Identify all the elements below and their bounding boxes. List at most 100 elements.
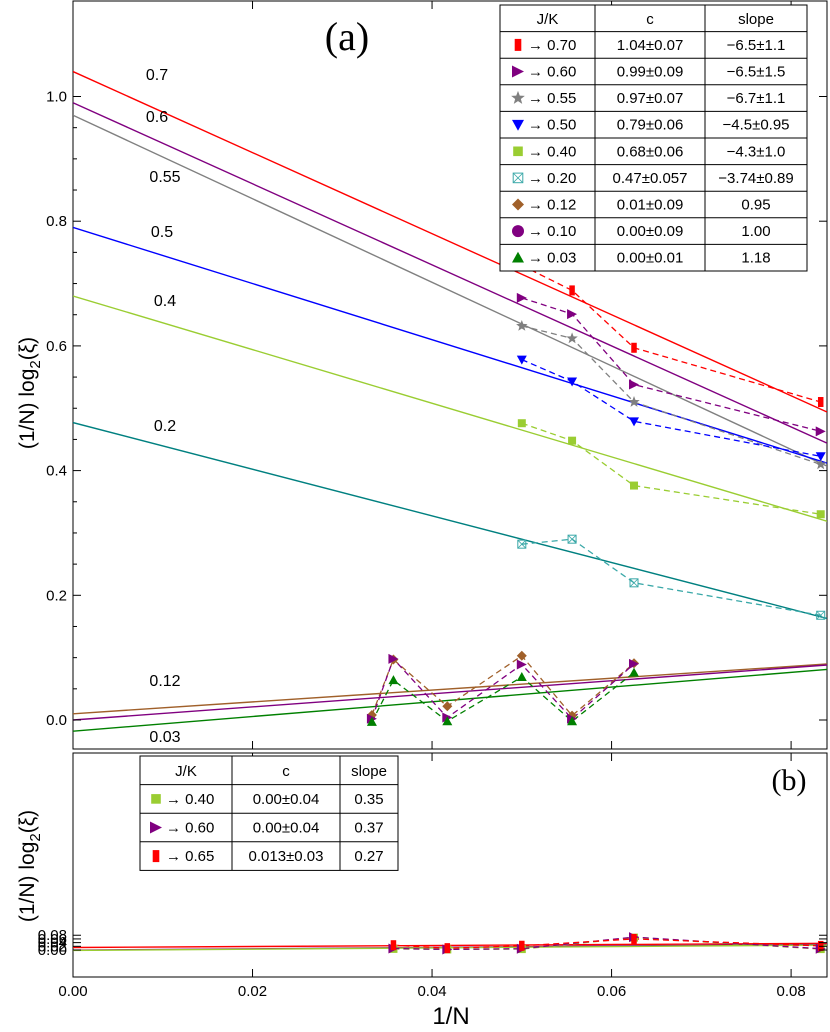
legend-b-header: J/K bbox=[175, 763, 197, 780]
marker-shape bbox=[512, 198, 524, 211]
marker-shape bbox=[629, 379, 640, 390]
x-tick-label: 0.02 bbox=[238, 983, 267, 1000]
data-point-0.55-0 bbox=[516, 319, 528, 331]
marker-shape bbox=[444, 943, 451, 954]
legend-b-c: 0.00±0.04 bbox=[253, 791, 320, 808]
data-point-0.55-2 bbox=[628, 396, 640, 407]
x-tick-label: 0.04 bbox=[417, 983, 446, 1000]
fit-line-6 bbox=[73, 663, 827, 715]
legend-a-slope: −6.7±1.1 bbox=[727, 90, 786, 107]
legend-b-jk: → 0.65 bbox=[166, 848, 214, 865]
legend-a-c: 0.79±0.06 bbox=[617, 117, 684, 134]
marker-shape bbox=[442, 701, 453, 712]
legend-table-a: J/K c slope → 0.70 1.04±0.07 −6.5±1.1 → 0.60 0.… bbox=[499, 4, 808, 272]
y-tick-label-b: 0.08 bbox=[38, 927, 67, 944]
legend-a-jk: → 0.60 bbox=[528, 64, 576, 81]
marker-shape bbox=[629, 667, 640, 677]
series-line-0.10 bbox=[371, 657, 635, 720]
data-point-0.10-1 bbox=[388, 653, 399, 664]
data-point-0.12-2 bbox=[442, 701, 453, 712]
panel-b-label: (b) bbox=[772, 764, 807, 797]
marker-shape bbox=[630, 481, 639, 490]
data-point-b-0.65-1 bbox=[444, 943, 451, 954]
y-tick-label-a: 0.0 bbox=[46, 712, 67, 729]
fit-label-0.5: 0.5 bbox=[151, 224, 173, 241]
marker-shape bbox=[151, 794, 161, 804]
legend-a-jk: → 0.50 bbox=[528, 117, 576, 134]
panel-a-lines bbox=[73, 70, 827, 732]
data-point-0.20-1 bbox=[567, 534, 577, 544]
legend-a-marker bbox=[512, 198, 524, 211]
x-axis-label: 1/N bbox=[432, 1003, 469, 1030]
series-line-0.20 bbox=[521, 538, 821, 616]
data-point-b-0.65-0 bbox=[390, 940, 397, 951]
legend-b-jk: → 0.40 bbox=[166, 791, 214, 808]
fit-line-8 bbox=[73, 668, 827, 732]
marker-shape bbox=[516, 671, 527, 681]
marker-shape bbox=[631, 933, 637, 944]
fit-label-0.6: 0.6 bbox=[146, 109, 168, 126]
marker-shape bbox=[517, 539, 527, 549]
data-point-0.03-1 bbox=[388, 675, 399, 685]
y-axis-label-b: (1/N) log2(ξ) bbox=[16, 810, 44, 922]
legend-b-header: slope bbox=[351, 763, 387, 780]
marker-shape bbox=[150, 821, 162, 834]
marker-shape bbox=[628, 396, 640, 407]
marker-shape bbox=[512, 119, 524, 131]
marker-shape bbox=[568, 436, 577, 445]
marker-shape bbox=[512, 172, 524, 184]
data-point-0.40-3 bbox=[816, 510, 825, 519]
fit-label-0.2: 0.2 bbox=[154, 418, 176, 435]
x-tick-label: 0.06 bbox=[597, 983, 626, 1000]
data-point-0.70-3 bbox=[817, 397, 824, 408]
fit-label-0.7: 0.7 bbox=[146, 67, 168, 84]
marker-shape bbox=[388, 653, 399, 664]
marker-shape bbox=[516, 355, 527, 365]
marker-shape bbox=[513, 146, 523, 157]
panel-a-label: (a) bbox=[325, 14, 369, 59]
fit-label-0.03: 0.03 bbox=[149, 729, 180, 746]
series-line-0.40 bbox=[521, 422, 821, 515]
legend-b-c: 0.00±0.04 bbox=[253, 820, 320, 837]
legend-a-jk: → 0.03 bbox=[528, 250, 576, 267]
data-point-0.10-5 bbox=[629, 658, 640, 669]
legend-a-c: 0.97±0.07 bbox=[617, 90, 684, 107]
marker-shape bbox=[629, 578, 639, 588]
marker-shape bbox=[567, 534, 577, 544]
fit-line-5 bbox=[73, 421, 827, 620]
marker-shape bbox=[567, 534, 577, 544]
y-tick-label-a: 0.4 bbox=[46, 463, 67, 480]
data-point-0.40-1 bbox=[568, 436, 577, 445]
marker-shape bbox=[566, 332, 578, 344]
series-line-0.60 bbox=[521, 297, 821, 432]
marker-shape bbox=[366, 716, 377, 726]
marker-shape bbox=[390, 940, 397, 951]
y-tick-label-b: 0.06 bbox=[38, 931, 67, 948]
legend-a-jk: → 0.20 bbox=[528, 170, 576, 187]
marker-shape bbox=[512, 172, 524, 183]
y-tick-label-b: 0.04 bbox=[38, 935, 67, 952]
legend-a-marker bbox=[513, 146, 523, 157]
legend-table-b: J/K c slope → 0.40 0.00±0.04 0.35 → 0.60 0.00±0… bbox=[139, 755, 399, 871]
fit-line-0 bbox=[73, 70, 827, 413]
y-tick-label-a: 0.6 bbox=[46, 338, 67, 355]
legend-b-jk: → 0.60 bbox=[166, 820, 214, 837]
legend-a-header: c bbox=[646, 11, 654, 28]
marker-shape bbox=[442, 716, 453, 726]
data-point-0.60-3 bbox=[815, 426, 826, 437]
x-tick-label: 0.00 bbox=[58, 983, 87, 1000]
legend-b-marker bbox=[150, 821, 162, 834]
legend-a-jk: → 0.55 bbox=[528, 90, 576, 107]
fit-label-0.12: 0.12 bbox=[149, 673, 180, 690]
x-tick-label: 0.08 bbox=[776, 983, 805, 1000]
data-point-b-0.65-3 bbox=[631, 933, 637, 944]
series-line-0.55 bbox=[521, 325, 821, 466]
marker-shape bbox=[512, 65, 524, 78]
legend-b-header: c bbox=[282, 763, 290, 780]
y-tick-label-b: 0.00 bbox=[38, 942, 67, 959]
marker-shape bbox=[569, 285, 575, 296]
marker-shape bbox=[817, 397, 824, 408]
legend-a-marker bbox=[512, 225, 524, 238]
legend-a-c: 0.47±0.057 bbox=[613, 170, 688, 187]
legend-a-marker bbox=[512, 172, 524, 184]
